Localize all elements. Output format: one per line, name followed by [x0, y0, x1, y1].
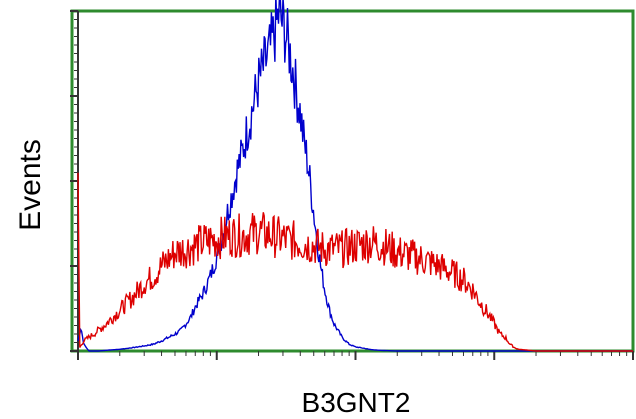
series-layer — [77, 0, 633, 352]
y-axis-label: Events — [14, 139, 47, 231]
plot-frame — [70, 9, 635, 353]
series-line-red — [77, 172, 633, 352]
x-axis-label: B3GNT2 — [302, 387, 411, 418]
